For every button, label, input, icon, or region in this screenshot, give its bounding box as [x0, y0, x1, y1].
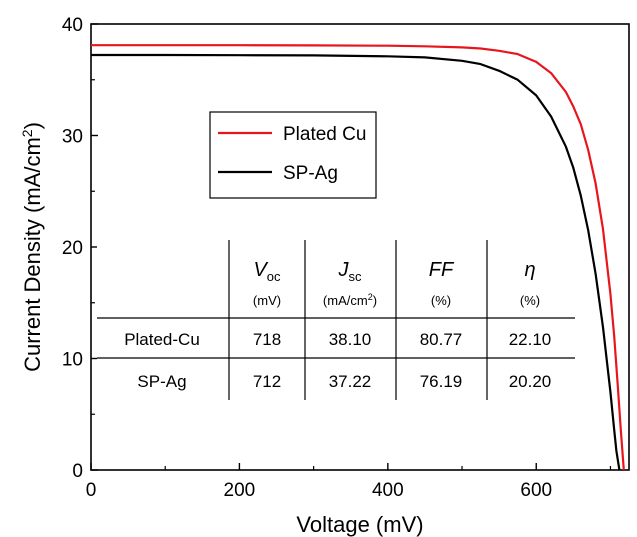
table-row-label-plated-cu: Plated-Cu — [124, 330, 200, 349]
table-header-voc-main: V — [253, 259, 268, 281]
table-row: SP-Ag 712 37.22 76.19 20.20 — [137, 372, 551, 391]
table-header-eta: η — [524, 259, 535, 281]
x-tick-label: 200 — [224, 480, 256, 501]
table-cell-sp-ag-ff: 76.19 — [420, 372, 463, 391]
table-row: Plated-Cu 718 38.10 80.77 22.10 — [124, 330, 551, 349]
legend-label-sp-ag: SP-Ag — [283, 163, 338, 184]
legend-box — [209, 111, 377, 199]
table-header-jsc-main: J — [338, 259, 350, 281]
y-tick-label: 20 — [62, 238, 83, 259]
table-cell-sp-ag-voc: 712 — [253, 372, 281, 391]
table-unit-jsc-post: ) — [373, 293, 377, 308]
x-axis-title: Voltage (mV) — [296, 512, 423, 537]
y-tick-label: 30 — [62, 127, 83, 148]
table-cell-plated-cu-voc: 718 — [253, 330, 281, 349]
table-header-voc-sub: oc — [267, 269, 281, 284]
x-tick-label: 600 — [520, 480, 552, 501]
table-unit-eta: (%) — [520, 293, 540, 308]
y-axis-title-end: ) — [20, 122, 45, 129]
table-background — [97, 238, 575, 402]
parameter-table: Voc (mV) Jsc (mA/cm2) FF (%) η (%) Plate… — [97, 238, 575, 402]
table-cell-plated-cu-ff: 80.77 — [420, 330, 463, 349]
table-unit-voc: (mV) — [253, 293, 281, 308]
legend-label-plated-cu: Plated Cu — [283, 124, 366, 145]
y-tick-label: 0 — [72, 461, 83, 482]
table-cell-plated-cu-jsc: 38.10 — [329, 330, 372, 349]
table-unit-ff: (%) — [431, 293, 451, 308]
table-header-jsc: Jsc — [338, 259, 363, 284]
y-axis-title-sup: 2 — [19, 129, 35, 137]
series-line-sp-ag — [91, 53, 621, 471]
x-tick-label: 0 — [86, 480, 97, 501]
x-tick-label: 400 — [372, 480, 404, 501]
table-unit-jsc-sup: 2 — [368, 292, 373, 302]
table-unit-jsc: (mA/cm2) — [323, 292, 377, 308]
y-axis-ticks: 0 10 20 30 40 — [62, 15, 98, 482]
series-layer — [91, 44, 625, 471]
table-cell-sp-ag-eta: 20.20 — [509, 372, 552, 391]
table-row-label-sp-ag: SP-Ag — [137, 372, 186, 391]
table-header-jsc-sub: sc — [349, 269, 363, 284]
table-header-ff: FF — [429, 259, 455, 281]
y-tick-label: 40 — [62, 15, 83, 36]
series-line-plated-cu — [91, 44, 625, 471]
table-header-voc: Voc — [253, 259, 281, 284]
legend: Plated Cu SP-Ag — [209, 111, 377, 199]
table-cell-plated-cu-eta: 22.10 — [509, 330, 552, 349]
table-unit-jsc-pre: (mA/cm — [323, 293, 368, 308]
y-axis-title: Current Density (mA/cm2) — [19, 122, 45, 372]
x-axis-ticks: 0 200 400 600 — [86, 463, 612, 501]
y-axis-title-main: Current Density (mA/cm — [20, 137, 45, 372]
y-tick-label: 10 — [62, 350, 83, 371]
table-cell-sp-ag-jsc: 37.22 — [329, 372, 372, 391]
